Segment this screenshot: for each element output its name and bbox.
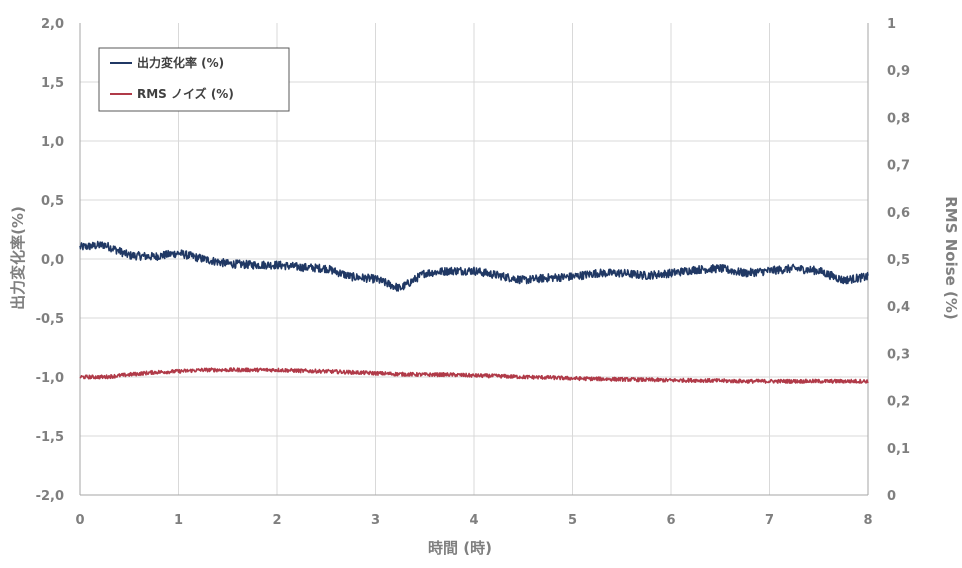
y-right-tick-label: 0,5 [887,253,910,268]
x-tick-label: 5 [568,513,577,528]
y-right-tick-label: 0,7 [887,159,910,174]
y-left-tick-label: 2,0 [41,17,64,32]
y-right-axis-title: RMS Noise (%) [942,196,960,320]
y-right-tick-label: 0,8 [887,111,910,126]
legend-box [98,47,290,112]
y-left-tick-label: -1,0 [36,371,64,386]
x-tick-label: 2 [272,513,281,528]
legend: 出力変化率 (%) RMS ノイズ (%) [98,47,290,112]
grid [80,23,868,495]
legend-label-rms: RMS ノイズ (%) [137,86,234,101]
y-left-tick-label: 0,0 [41,253,64,268]
x-tick-label: 6 [666,513,675,528]
y-left-tick-label: -2,0 [36,489,64,504]
ticks: 0 1 2 3 4 5 6 7 8 2,0 1,5 1,0 0,5 0,0 -0,5 -1,0 -1,5 -2,0… [36,17,910,528]
y-left-axis-title: 出力変化率(%) [9,206,27,310]
y-right-tick-label: 0,9 [887,64,910,79]
x-tick-label: 0 [75,513,84,528]
x-tick-label: 1 [174,513,183,528]
x-tick-label: 7 [765,513,774,528]
y-left-tick-label: -0,5 [36,312,64,327]
y-right-tick-label: 0,2 [887,395,910,410]
y-left-tick-label: 0,5 [41,194,64,209]
x-tick-label: 8 [863,513,872,528]
y-right-tick-label: 0 [887,489,896,504]
axes [79,23,869,496]
y-right-tick-label: 0,4 [887,300,910,315]
x-tick-label: 4 [469,513,478,528]
y-right-tick-label: 0,1 [887,442,910,457]
y-left-tick-label: -1,5 [36,430,64,445]
y-right-tick-label: 0,3 [887,347,910,362]
series-line-0 [79,240,869,292]
x-axis-title: 時間 (時) [428,539,492,557]
y-right-tick-label: 1 [887,17,896,32]
y-right-tick-label: 0,6 [887,206,910,221]
series-line-1 [79,367,869,384]
y-left-tick-label: 1,0 [41,135,64,150]
x-tick-label: 3 [371,513,380,528]
legend-label-output: 出力変化率 (%) [137,55,224,70]
series-layer [79,240,869,384]
y-left-tick-label: 1,5 [41,76,64,91]
